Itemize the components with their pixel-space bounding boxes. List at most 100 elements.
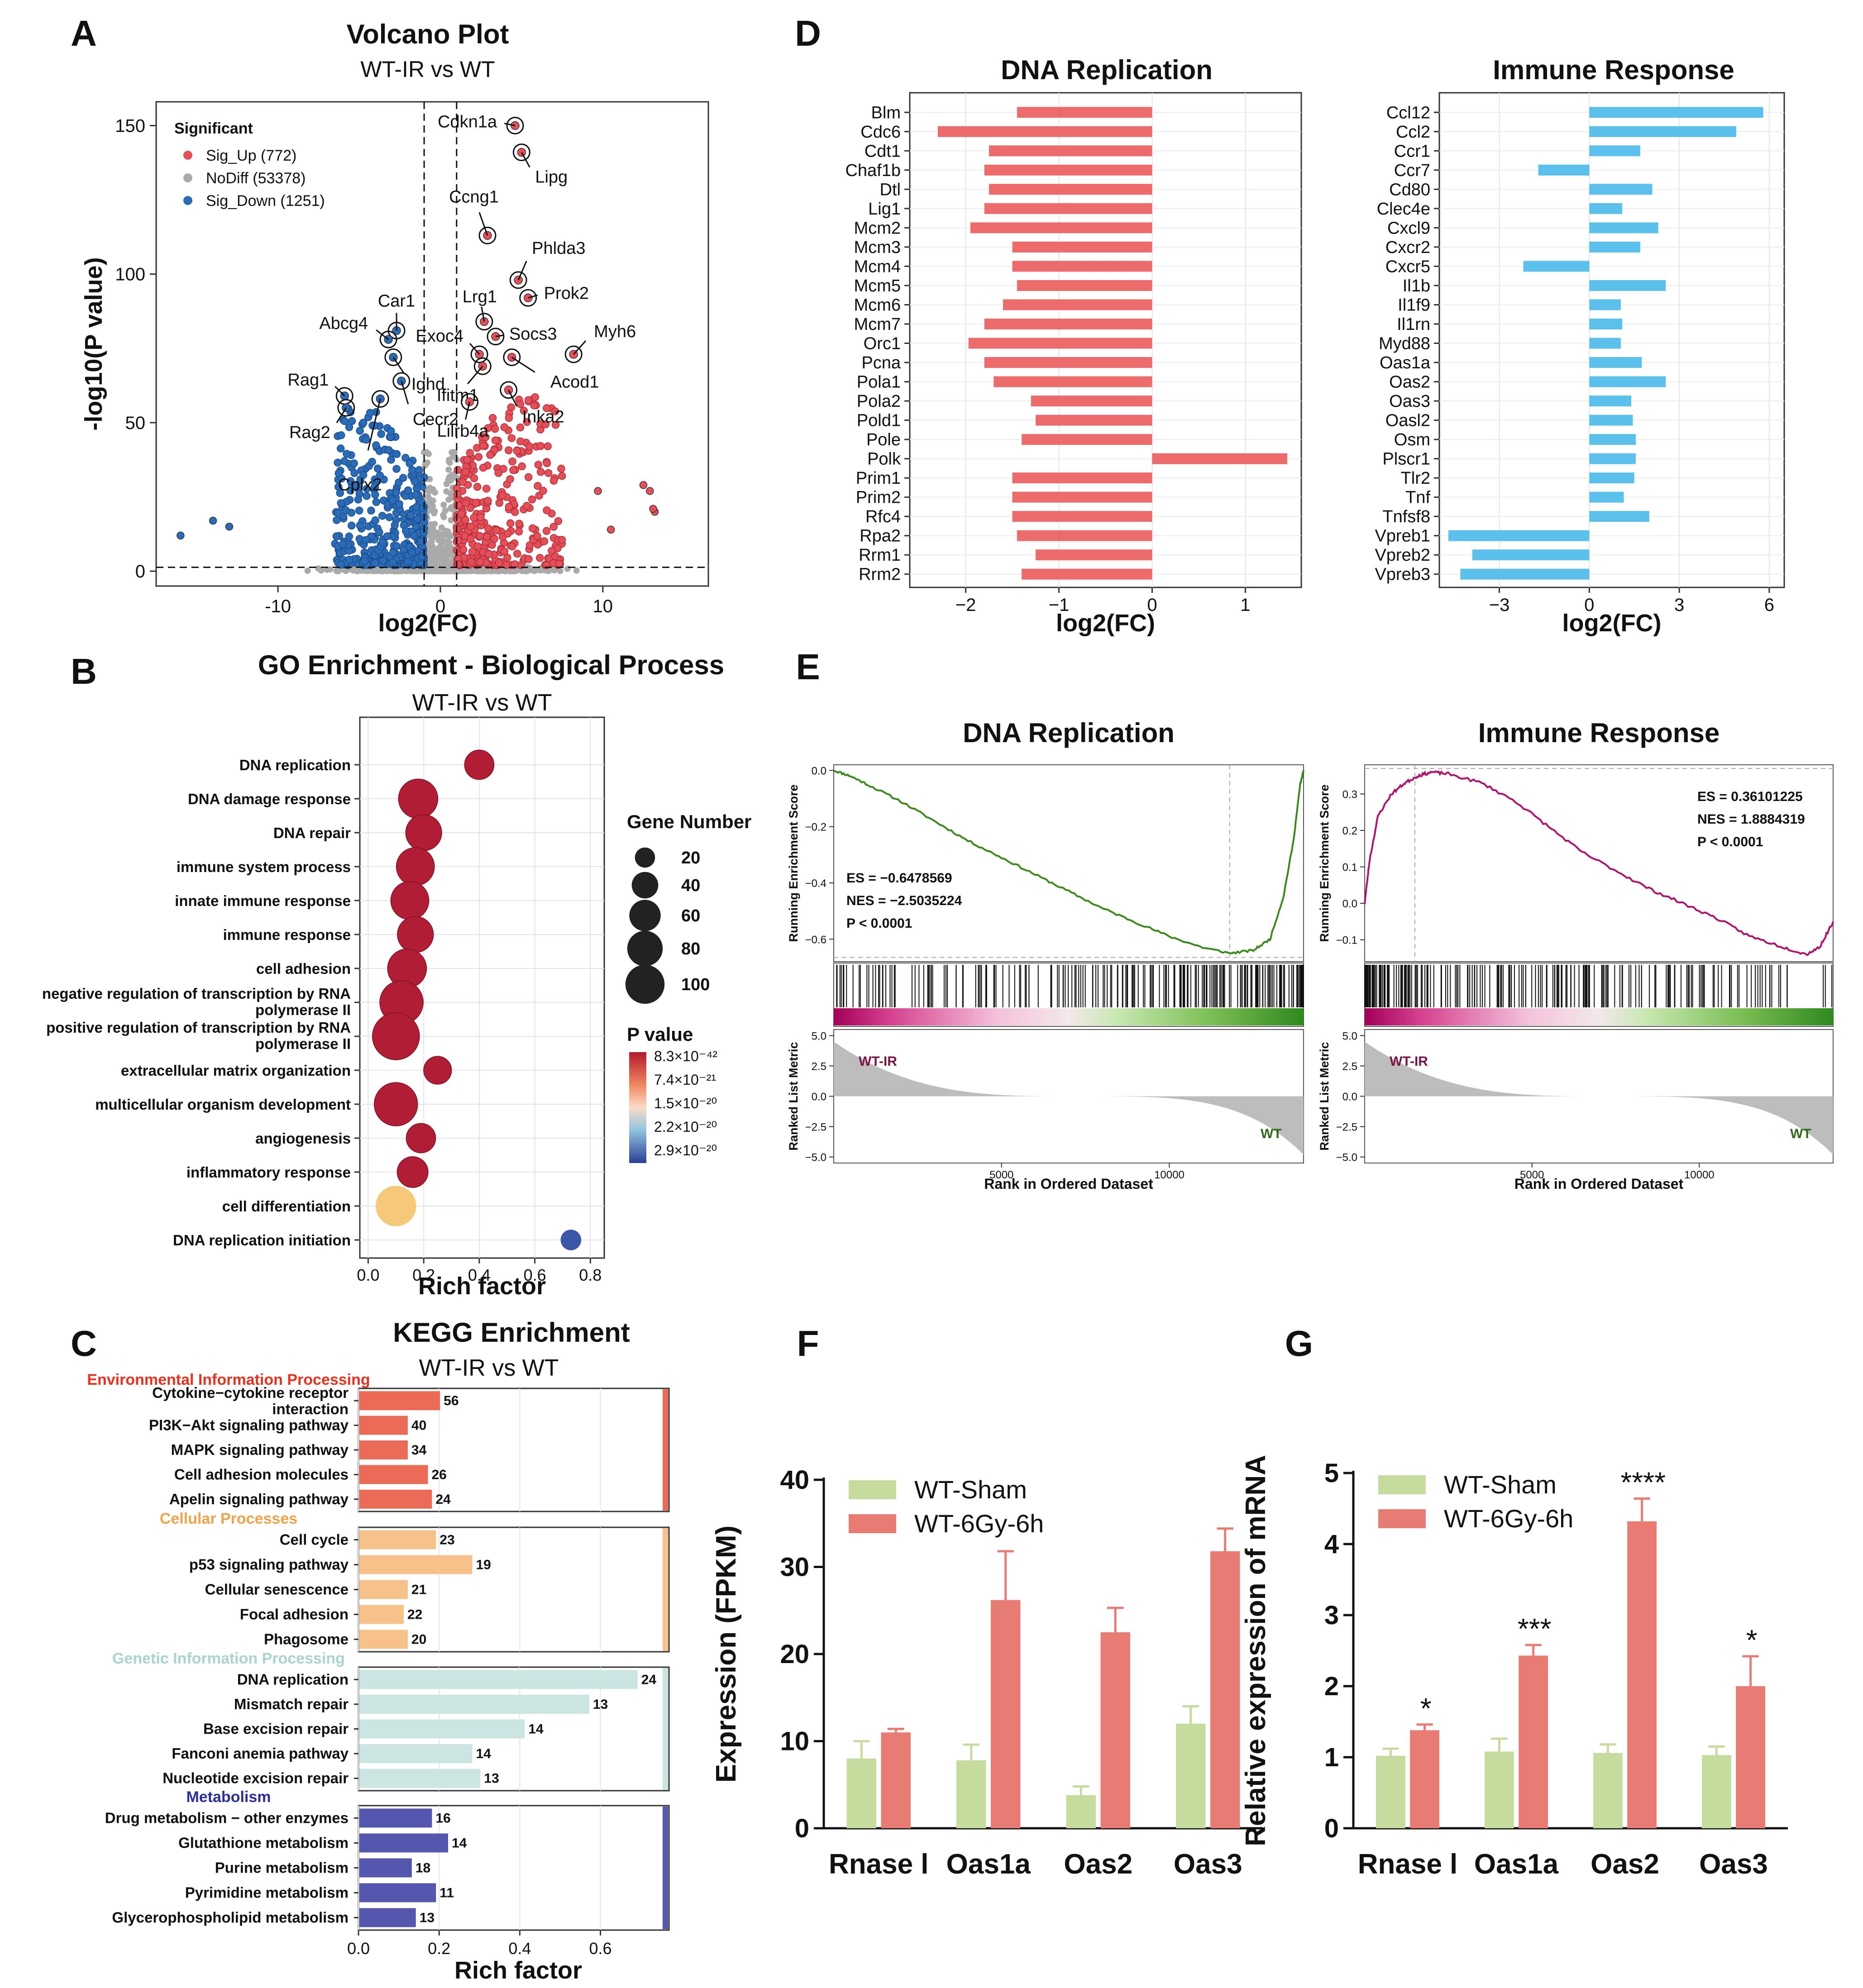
sig-down-point [379, 557, 387, 565]
sig-down-point [392, 465, 401, 473]
gsea-stat: ES = −0.6478569 [846, 871, 952, 886]
chart-subtitle: WT-IR vs WT [412, 690, 552, 716]
gene-label: Cd80 [1389, 180, 1430, 199]
legend-swatch [849, 1514, 896, 1533]
fc-bar [1152, 453, 1288, 464]
y-tick-label: 50 [125, 413, 146, 433]
sig-down-point [389, 548, 397, 557]
chart-title: Volcano Plot [347, 19, 509, 49]
go-term-label: DNA replication [239, 757, 351, 773]
gene-leader [401, 381, 409, 405]
size-legend-title: Gene Number [627, 811, 751, 832]
sig-up-point [459, 545, 468, 554]
fc-bar [1460, 568, 1590, 580]
kegg-term-label: p53 signaling pathway [189, 1556, 349, 1573]
sig-down-point [345, 532, 353, 541]
x-tick-label: 5000 [1520, 1169, 1544, 1181]
fc-bar [1589, 357, 1642, 368]
sig-up-point [491, 424, 499, 433]
x-tick-label: 10000 [1684, 1169, 1715, 1181]
kegg-bar [359, 1605, 404, 1624]
kegg-term-label: Base excision repair [203, 1721, 349, 1737]
gene-label: Car1 [378, 291, 415, 310]
fc-bar [1589, 318, 1623, 329]
gene-label: Pole [866, 430, 901, 449]
kegg-bar [359, 1883, 436, 1902]
gene-ring [519, 289, 537, 307]
go-term-label: positive regulation of transcription by … [46, 1019, 351, 1052]
nodiff-point [426, 476, 433, 482]
legend-label: WT-6Gy-6h [914, 1509, 1044, 1538]
bar-sham [1376, 1755, 1405, 1828]
gene-label: Pold1 [857, 411, 901, 430]
fc-bar [937, 126, 1152, 137]
bar-irr [1210, 1551, 1240, 1828]
sig-down-point [388, 496, 397, 505]
x-axis-label: Rich factor [418, 1273, 546, 1300]
fc-bar [1589, 453, 1636, 464]
gene-leader [511, 357, 535, 373]
sig-down-point [360, 557, 368, 565]
sig-up-point [474, 542, 482, 551]
fc-bar [970, 222, 1152, 234]
kegg-bar [359, 1630, 408, 1649]
go-bubble [374, 1082, 418, 1126]
go-term-label: angiogenesis [255, 1130, 351, 1147]
size-legend-label: 80 [681, 939, 700, 958]
gene-label: Oas3 [1389, 392, 1430, 411]
gsea-plot-e2: Immune Response 0.3 0.2 0.1 0.0 −0.1 ES = 0.36… [1318, 718, 1834, 1192]
gene-label: Ighd [411, 375, 445, 394]
x-tick-label: 0.6 [589, 1939, 612, 1958]
sig-down-point [350, 469, 358, 477]
gene-label: Myd88 [1379, 334, 1430, 353]
fc-bar [1589, 203, 1623, 214]
x-tick-label: −2 [955, 595, 976, 615]
go-term-label: DNA replication initiation [173, 1232, 351, 1249]
y-tick-label: −0.2 [805, 821, 826, 834]
sig-down-point [356, 427, 364, 435]
bar-sham [1702, 1755, 1731, 1828]
sig-down-point [412, 522, 420, 531]
kegg-category-strip [663, 1389, 668, 1511]
y-tick-label: 0.0 [812, 765, 826, 777]
gene-label: Mcm6 [854, 296, 901, 315]
sig-down-point [371, 516, 379, 524]
sig-down-point [378, 512, 387, 520]
panel-letter-E: E [796, 647, 820, 687]
category-label: Oas3 [1174, 1849, 1242, 1880]
x-tick-label: 0.8 [579, 1266, 602, 1284]
outlier-point [639, 481, 648, 489]
gene-label: Vpreb1 [1375, 527, 1430, 546]
kegg-count-label: 40 [411, 1418, 426, 1433]
nodiff-point [342, 567, 349, 574]
gene-label: Oas1a [1380, 353, 1431, 372]
sig-down-point [337, 499, 345, 507]
gene-label: Prim1 [856, 469, 901, 488]
nodiff-point [444, 528, 451, 535]
sig-up-point [540, 537, 549, 545]
gene-leader [367, 399, 381, 451]
fc-bar [1003, 299, 1152, 310]
nodiff-point [422, 462, 429, 469]
y-axis-label-bottom: Ranked List Metric [787, 1042, 800, 1150]
grouped-bar-chart-f: 0 10 20 30 40 Expression (FPKM) Rnase l Oas1a Oa… [711, 1465, 1263, 1880]
nodiff-point [370, 567, 377, 574]
gene-label: Chaf1b [845, 161, 901, 180]
sig-down-point [354, 496, 363, 504]
ranked-metric-area [1365, 1041, 1833, 1155]
kegg-count-label: 14 [476, 1746, 491, 1761]
category-label: Oas2 [1591, 1849, 1659, 1880]
fc-bar [1589, 184, 1653, 195]
chart-title: GO Enrichment - Biological Process [258, 650, 724, 680]
legend-label: WT-6Gy-6h [1444, 1504, 1573, 1533]
outlier-point [177, 531, 185, 540]
nodiff-point [564, 565, 571, 572]
x-tick-label: 0.4 [468, 1266, 491, 1284]
sig-down-point [362, 435, 370, 444]
gene-label: Tlr2 [1401, 469, 1430, 488]
kegg-count-label: 24 [435, 1492, 451, 1507]
bar-sham [1485, 1751, 1514, 1828]
category-label: Rnase l [829, 1849, 929, 1880]
go-bubble [398, 778, 439, 819]
category-label: Oas3 [1699, 1849, 1768, 1880]
